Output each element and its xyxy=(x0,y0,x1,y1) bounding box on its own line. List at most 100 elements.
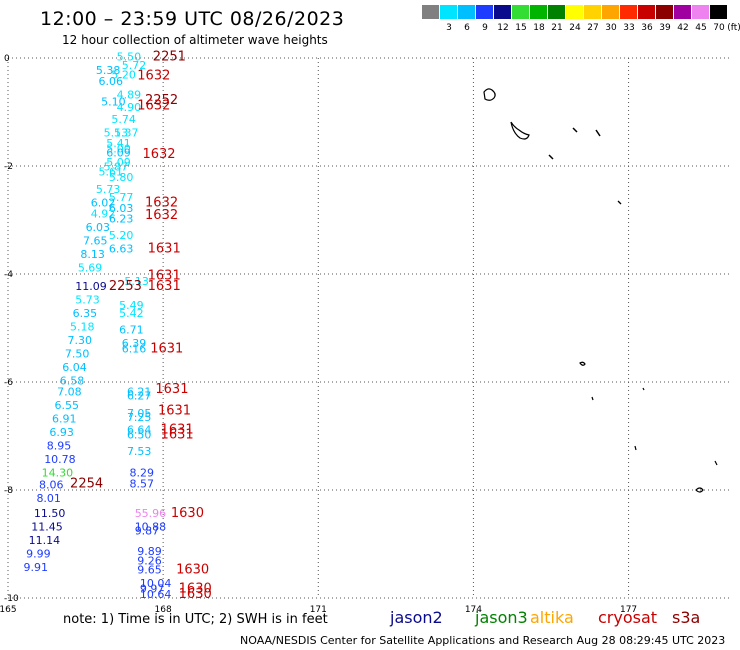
satellite-name: jason3 xyxy=(475,608,528,627)
wave-height-label: 8.95 xyxy=(47,440,72,453)
wave-height-label: 5.13 xyxy=(104,126,128,139)
legend-swatch xyxy=(530,5,547,19)
island-outline xyxy=(510,121,530,140)
legend-swatch xyxy=(692,5,709,19)
wave-height-label: 6.91 xyxy=(52,413,76,426)
wave-height-label: 5.73 xyxy=(75,294,100,307)
pass-time-label: 1631 xyxy=(161,422,194,437)
x-tick-label: 177 xyxy=(620,605,637,615)
legend-swatch xyxy=(440,5,457,19)
legend-label: 6 xyxy=(464,23,470,33)
wave-height-label: 6.58 xyxy=(60,375,85,388)
satellite-name: jason2 xyxy=(390,608,443,627)
pass-time-label: 1631 xyxy=(150,341,183,356)
y-tick-label: -4 xyxy=(4,270,13,280)
satellite-name: cryosat xyxy=(598,608,658,627)
x-tick-label: 168 xyxy=(155,605,172,615)
pass-time-label: 2251 xyxy=(153,50,186,65)
wave-height-label: 5.87 xyxy=(104,160,128,173)
grid-lines xyxy=(7,57,732,599)
wave-height-label: 8.13 xyxy=(80,248,105,261)
wave-height-label: 6.16 xyxy=(122,342,146,355)
wave-height-label: 6.03 xyxy=(109,202,134,215)
wave-height-label: 6.06 xyxy=(99,75,124,88)
wave-height-label: 11.14 xyxy=(29,534,61,547)
island-outline xyxy=(595,129,601,137)
legend-label: 33 xyxy=(623,23,635,33)
island-outline xyxy=(617,200,622,205)
island-outline xyxy=(591,396,594,401)
x-tick-label: 174 xyxy=(465,605,482,615)
satellite-name: altika xyxy=(530,608,574,627)
pass-time-label: 1632 xyxy=(142,147,175,162)
wave-height-label: 5.73 xyxy=(96,183,121,196)
wave-height-label: 5.77 xyxy=(109,191,134,204)
pass-time-label: 1631 xyxy=(155,382,188,397)
wave-height-label: 10.04 xyxy=(140,577,172,590)
pass-time-label: 1632 xyxy=(137,98,170,113)
wave-height-label: 6.21 xyxy=(127,386,152,399)
wave-height-labels: 5.505.725.385.206.064.895.104.905.745.13… xyxy=(24,51,172,601)
wave-height-label: 9.99 xyxy=(26,548,50,561)
legend-label: 24 xyxy=(569,23,581,33)
wave-height-label: 6.39 xyxy=(122,337,146,350)
pass-time-label: 1630 xyxy=(179,582,212,597)
island-outline xyxy=(714,460,718,466)
legend-swatch xyxy=(584,5,601,19)
legend-label: 39 xyxy=(659,23,671,33)
pass-time-label: 1630 xyxy=(171,506,204,521)
legend-swatch xyxy=(566,5,583,19)
legend-swatch xyxy=(674,5,691,19)
island-outline xyxy=(579,361,586,366)
wave-height-label: 4.92 xyxy=(91,207,116,220)
pass-time-label: 1630 xyxy=(176,563,209,578)
legend-label: 18 xyxy=(533,23,545,33)
wave-height-label: 5.42 xyxy=(119,307,144,320)
wave-height-label: 5.09 xyxy=(106,156,131,169)
legend-unit: (ft) xyxy=(727,23,740,33)
pass-time-label: 1632 xyxy=(145,208,178,223)
wave-height-label: 11.50 xyxy=(34,507,66,520)
legend-label: 36 xyxy=(641,23,653,33)
y-tick-label: -2 xyxy=(4,162,13,172)
y-tick-label: -10 xyxy=(4,594,19,604)
wave-height-label: 5.20 xyxy=(111,69,136,82)
wave-height-label: 4.90 xyxy=(117,101,142,114)
pass-time-labels: 2251163222521632163216321632163116312253… xyxy=(70,50,212,602)
wave-height-label: 7.65 xyxy=(83,234,108,247)
wave-height-label: 6.63 xyxy=(109,242,134,255)
wave-height-label: 7.08 xyxy=(57,386,82,399)
chart-title: 12:00 – 23:59 UTC 08/26/2023 xyxy=(40,8,345,30)
legend-swatch xyxy=(656,5,673,19)
footer-credit: NOAA/NESDIS Center for Satellite Applica… xyxy=(240,634,726,647)
wave-height-label: 8.29 xyxy=(130,467,155,480)
wave-height-label: 9.97 xyxy=(140,583,165,596)
wave-height-label: 5.61 xyxy=(99,166,124,179)
wave-height-label: 9.26 xyxy=(137,555,162,568)
pass-time-label: 1631 xyxy=(148,241,181,256)
legend-swatch xyxy=(602,5,619,19)
wave-height-label: 9.89 xyxy=(137,545,162,558)
legend-label: 12 xyxy=(497,23,509,33)
wave-height-label: 5.74 xyxy=(111,113,136,126)
wave-height-label: 5.20 xyxy=(109,229,134,242)
legend-label: 70 xyxy=(713,23,725,33)
legend-swatch xyxy=(494,5,511,19)
wave-height-label: 8.06 xyxy=(39,478,64,491)
legend-label: 45 xyxy=(695,23,707,33)
wave-height-label: 9.87 xyxy=(135,524,160,537)
legend-label: 9 xyxy=(482,23,488,33)
wave-height-label: 11.45 xyxy=(31,521,63,534)
island-outline xyxy=(572,127,578,133)
wave-height-label: 9.91 xyxy=(24,561,49,574)
wave-height-label: 5.13 xyxy=(124,275,149,288)
pass-time-label: 1632 xyxy=(137,69,170,84)
wave-height-label: 55.96 xyxy=(135,507,167,520)
wave-height-label: 8.57 xyxy=(130,477,155,490)
legend-swatch xyxy=(548,5,565,19)
legend-label: 42 xyxy=(677,23,689,33)
legend-label: 21 xyxy=(551,23,563,33)
wave-height-label: 10.88 xyxy=(135,521,167,534)
wave-height-label: 6.50 xyxy=(127,429,152,442)
y-tick-label: -6 xyxy=(4,378,13,388)
